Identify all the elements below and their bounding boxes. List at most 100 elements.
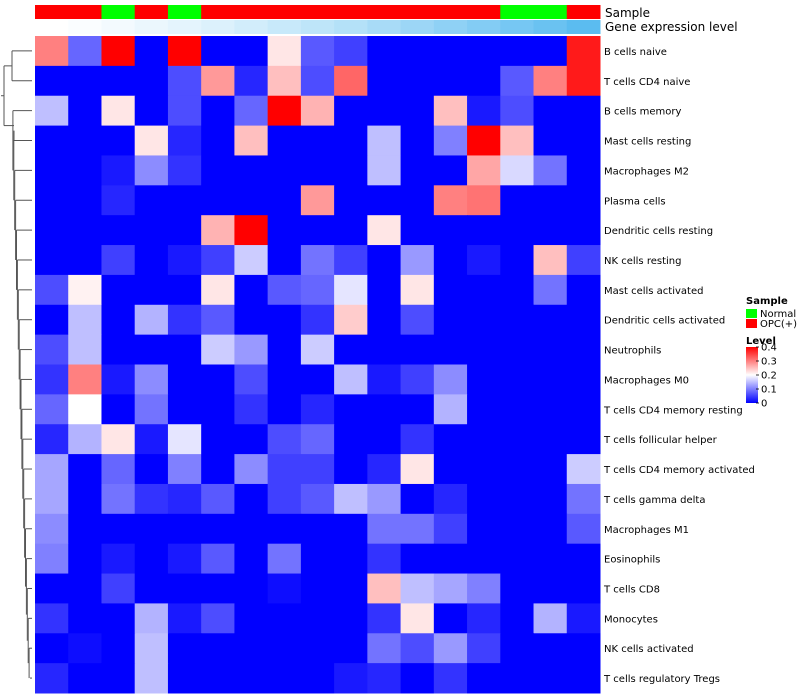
heatmap-cell bbox=[533, 513, 568, 545]
heatmap-cell bbox=[167, 454, 202, 485]
heatmap-cell bbox=[267, 155, 302, 186]
legend-level-title: Level bbox=[746, 336, 776, 347]
heatmap-cell bbox=[167, 185, 202, 216]
heatmap-cell bbox=[533, 663, 568, 694]
heatmap-cell bbox=[467, 424, 501, 455]
expression-annotation-cell bbox=[134, 20, 169, 34]
heatmap-cell bbox=[400, 603, 435, 634]
heatmap-cell bbox=[533, 424, 568, 455]
heatmap-cell bbox=[467, 454, 501, 485]
legend-level-tick-label: 0.4 bbox=[761, 343, 777, 354]
heatmap-cell bbox=[467, 364, 501, 395]
heatmap-cell bbox=[68, 663, 102, 694]
heatmap-cell bbox=[566, 633, 601, 664]
row-label: B cells naive bbox=[604, 47, 667, 58]
heatmap-cell bbox=[367, 603, 402, 634]
heatmap-cell bbox=[101, 215, 136, 246]
heatmap-cell bbox=[134, 155, 169, 186]
heatmap-cell bbox=[433, 245, 468, 276]
heatmap-cell bbox=[566, 483, 601, 515]
heatmap-cell bbox=[134, 543, 169, 575]
heatmap-cell bbox=[433, 155, 468, 186]
heatmap-cell bbox=[134, 334, 169, 365]
heatmap-cell bbox=[68, 65, 102, 97]
heatmap-cell bbox=[267, 304, 302, 336]
heatmap-cell bbox=[68, 215, 102, 246]
heatmap-cell bbox=[533, 65, 568, 97]
legend-sample-title: Sample bbox=[746, 296, 788, 307]
heatmap-cell bbox=[101, 364, 136, 395]
sample-annotation-cell bbox=[101, 5, 136, 19]
heatmap-cell bbox=[234, 364, 269, 395]
heatmap-cell bbox=[201, 483, 235, 515]
sample-annotation-cell bbox=[234, 5, 269, 19]
heatmap-cell bbox=[267, 125, 302, 156]
heatmap-cell bbox=[167, 155, 202, 186]
heatmap-cell bbox=[467, 65, 501, 97]
heatmap-cell bbox=[267, 95, 302, 127]
heatmap-cell bbox=[500, 185, 535, 216]
heatmap-cell bbox=[267, 364, 302, 395]
heatmap-cell bbox=[433, 573, 468, 604]
heatmap-cell bbox=[300, 185, 335, 216]
heatmap-cell bbox=[167, 663, 202, 694]
row-labels: B cells naive T cells CD4 naive B cells me… bbox=[603, 47, 755, 685]
heatmap-cell bbox=[500, 573, 535, 604]
heatmap-cell bbox=[234, 394, 269, 425]
heatmap-cell bbox=[334, 65, 368, 97]
heatmap-cell bbox=[433, 663, 468, 694]
heatmap-cell bbox=[433, 394, 468, 425]
legend: Sample Normal OPC(+) Level 0.4 0.3 0.2 0.1 0 bbox=[746, 296, 797, 410]
expression-annotation-cell bbox=[533, 20, 568, 34]
heatmap-cell bbox=[68, 513, 102, 545]
heatmap-cell bbox=[334, 424, 368, 455]
heatmap-cell bbox=[267, 245, 302, 276]
heatmap-cell bbox=[367, 513, 402, 545]
heatmap-cell bbox=[201, 334, 235, 365]
heatmap-cell bbox=[300, 364, 335, 395]
expression-annotation-cell bbox=[167, 20, 202, 34]
heatmap-cell bbox=[367, 364, 402, 395]
heatmap-cell bbox=[300, 483, 335, 515]
expression-annotation-cell bbox=[566, 20, 601, 34]
heatmap-cell bbox=[367, 483, 402, 515]
heatmap-cell bbox=[400, 274, 435, 306]
heatmap-cell bbox=[467, 483, 501, 515]
heatmap-cell bbox=[134, 36, 169, 67]
sample-annotation-cell bbox=[467, 5, 501, 19]
heatmap-cell bbox=[533, 394, 568, 425]
expression-annotation-cell bbox=[201, 20, 235, 34]
heatmap-cell bbox=[400, 633, 435, 664]
heatmap-cell bbox=[533, 95, 568, 127]
heatmap-cell bbox=[367, 304, 402, 336]
heatmap-cell bbox=[134, 513, 169, 545]
heatmap-cell bbox=[500, 95, 535, 127]
heatmap-cell bbox=[300, 155, 335, 186]
heatmap-cell bbox=[467, 95, 501, 127]
heatmap-cell bbox=[134, 185, 169, 216]
heatmap-cell bbox=[101, 573, 136, 604]
heatmap-cell bbox=[68, 424, 102, 455]
expression-annotation-cell bbox=[433, 20, 468, 34]
heatmap-cell bbox=[334, 394, 368, 425]
heatmap-cell bbox=[467, 245, 501, 276]
heatmap-cell bbox=[35, 245, 69, 276]
heatmap-cell bbox=[267, 334, 302, 365]
heatmap-cell bbox=[234, 155, 269, 186]
sample-annotation-cell bbox=[566, 5, 601, 19]
sample-annotation-cell bbox=[201, 5, 235, 19]
heatmap-cell bbox=[334, 334, 368, 365]
heatmap-cell bbox=[500, 125, 535, 156]
heatmap-cell bbox=[367, 633, 402, 664]
heatmap-cell bbox=[35, 663, 69, 694]
heatmap-cell bbox=[35, 483, 69, 515]
heatmap-cell bbox=[566, 424, 601, 455]
heatmap-cell bbox=[533, 185, 568, 216]
heatmap-cell bbox=[566, 364, 601, 395]
heatmap-cell bbox=[500, 663, 535, 694]
heatmap-cell bbox=[267, 274, 302, 306]
heatmap-cell bbox=[68, 573, 102, 604]
row-label: Macrophages M2 bbox=[604, 166, 689, 177]
heatmap-cell bbox=[334, 95, 368, 127]
heatmap-cell bbox=[101, 36, 136, 67]
